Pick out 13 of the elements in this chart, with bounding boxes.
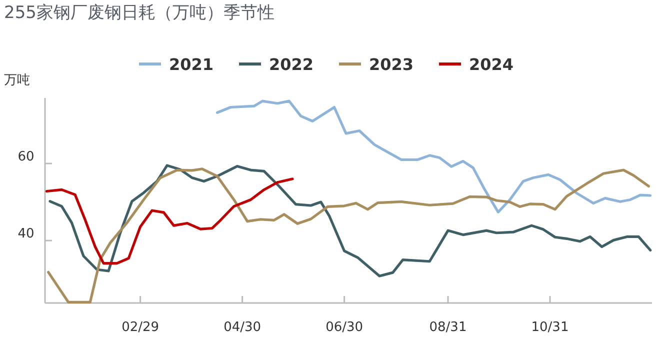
y-tick-label: 40 (18, 226, 34, 242)
legend-label: 2021 (169, 55, 214, 74)
chart-title: 255家钢厂废钢日耗（万吨）季节性 (4, 3, 274, 23)
x-tick-label: 06/30 (326, 320, 364, 335)
x-tick-label: 04/30 (224, 320, 262, 335)
y-tick-label: 60 (18, 150, 34, 165)
legend-label: 2023 (369, 55, 414, 74)
legend-label: 2024 (469, 55, 514, 74)
y-axis-title: 万吨 (4, 73, 30, 88)
x-tick-label: 02/29 (122, 320, 160, 335)
x-tick-label: 10/31 (531, 320, 569, 335)
x-tick-label: 08/31 (429, 320, 467, 335)
legend-label: 2022 (269, 55, 314, 74)
